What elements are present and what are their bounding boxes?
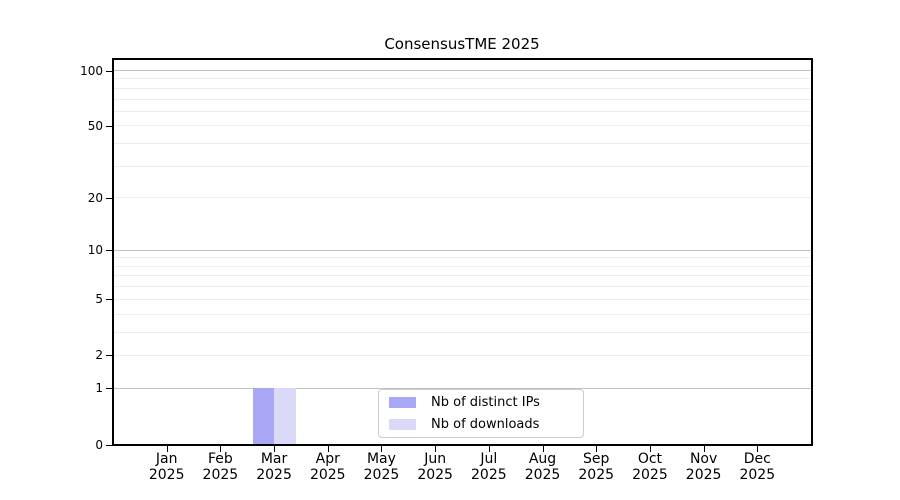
y-tick-1: [106, 388, 113, 390]
y-tick-label-5: 5: [95, 292, 103, 307]
y-tick-label-1: 1: [95, 381, 103, 396]
y-tick-label-2: 2: [95, 348, 103, 363]
x-tick-dec: [757, 445, 759, 452]
y-tick-label-0: 0: [95, 437, 103, 452]
gridline-minor-4: [113, 313, 811, 315]
y-tick-label-10: 10: [87, 243, 103, 258]
gridline-minor-9: [113, 257, 811, 259]
x-tick-oct: [649, 445, 651, 452]
axis-spine-right: [811, 58, 813, 446]
y-tick-5: [106, 299, 113, 301]
x-tick-label-mar: Mar 2025: [256, 451, 292, 483]
y-tick-label-100: 100: [80, 63, 103, 78]
gridline-minor-3: [113, 331, 811, 333]
axis-spine-top: [112, 58, 812, 60]
x-tick-may: [381, 445, 383, 452]
bar-mar-distinct-ips: [252, 388, 275, 445]
x-tick-sep: [596, 445, 598, 452]
gridline-minor-70: [113, 98, 811, 100]
axis-spine-bottom: [112, 444, 812, 446]
y-tick-2: [106, 355, 113, 357]
y-tick-10: [106, 250, 113, 252]
gridline-minor-50: [113, 125, 811, 127]
y-tick-label-20: 20: [87, 190, 103, 205]
legend-label-downloads: Nb of downloads: [431, 417, 540, 432]
x-tick-mar: [274, 445, 276, 452]
gridline-major-10: [113, 249, 811, 251]
gridline-minor-40: [113, 143, 811, 145]
x-tick-label-apr: Apr 2025: [309, 451, 346, 483]
legend: Nb of distinct IPs Nb of downloads: [378, 389, 584, 438]
chart-title: ConsensusTME 2025: [384, 35, 540, 53]
legend-label-distinct-ips: Nb of distinct IPs: [431, 395, 540, 410]
gridline-minor-90: [113, 78, 811, 80]
x-tick-feb: [220, 445, 222, 452]
y-tick-50: [106, 125, 113, 127]
gridline-minor-20: [113, 197, 811, 199]
x-tick-label-dec: Dec 2025: [739, 451, 776, 483]
gridline-minor-30: [113, 165, 811, 167]
x-tick-jul: [488, 445, 490, 452]
x-tick-nov: [703, 445, 705, 452]
y-tick-label-50: 50: [87, 118, 103, 133]
gridline-minor-80: [113, 87, 811, 89]
gridline-minor-6: [113, 286, 811, 288]
x-tick-jan: [166, 445, 168, 452]
legend-item-downloads: Nb of downloads: [389, 417, 573, 433]
x-tick-jun: [435, 445, 437, 452]
gridline-minor-8: [113, 265, 811, 267]
x-tick-label-nov: Nov 2025: [685, 451, 722, 483]
x-tick-label-may: May 2025: [363, 451, 400, 483]
legend-swatch-downloads-icon: [389, 419, 416, 430]
y-tick-100: [106, 70, 113, 72]
gridline-minor-5: [113, 298, 811, 300]
x-tick-label-jul: Jul 2025: [471, 451, 507, 483]
bar-mar-downloads: [274, 388, 296, 445]
axis-spine-left: [112, 58, 114, 446]
x-tick-apr: [327, 445, 329, 452]
legend-swatch-distinct-ips-icon: [389, 397, 416, 408]
y-tick-20: [106, 197, 113, 199]
x-tick-label-feb: Feb 2025: [202, 451, 239, 483]
gridline-minor-7: [113, 275, 811, 277]
x-tick-label-aug: Aug 2025: [524, 451, 561, 483]
x-tick-label-jun: Jun 2025: [417, 451, 453, 483]
y-tick-0: [106, 444, 113, 446]
gridline-minor-60: [113, 110, 811, 112]
gridline-major-1: [113, 387, 811, 389]
legend-item-distinct-ips: Nb of distinct IPs: [389, 395, 573, 411]
gridline-major-100: [113, 70, 811, 71]
x-tick-label-jan: Jan 2025: [148, 451, 185, 483]
x-tick-aug: [542, 445, 544, 452]
gridline-minor-2: [113, 354, 811, 356]
x-tick-label-sep: Sep 2025: [578, 451, 615, 483]
x-tick-label-oct: Oct 2025: [632, 451, 668, 483]
